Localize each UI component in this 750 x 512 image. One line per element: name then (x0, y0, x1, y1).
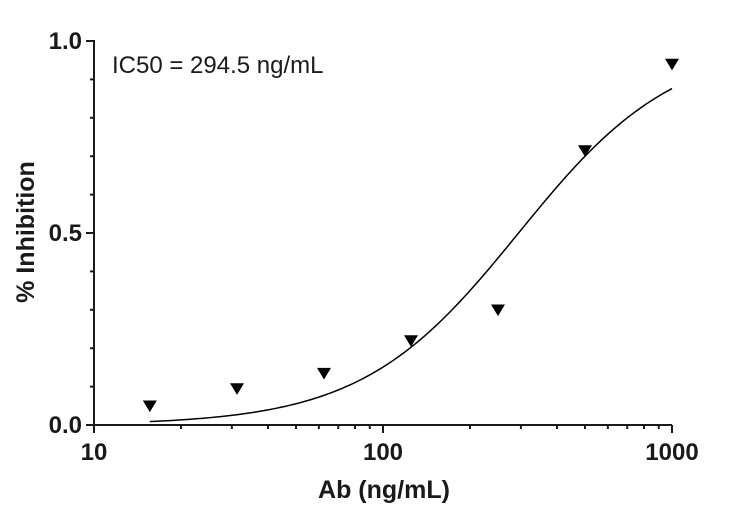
data-point (578, 145, 592, 157)
x-tick-label: 100 (363, 439, 403, 466)
data-point (230, 383, 245, 395)
x-tick-label: 10 (81, 439, 108, 466)
y-tick-label: 0.5 (49, 220, 82, 247)
y-ticks: 0.0 0.5 1.0 (49, 28, 94, 439)
y-tick-label: 0.0 (49, 412, 82, 439)
data-point (317, 367, 332, 380)
y-axis-title: % Inhibition (12, 161, 40, 303)
fit-curve (149, 87, 673, 423)
data-point (404, 335, 419, 347)
x-tick-label: 1000 (645, 439, 698, 466)
ic50-annotation: IC50 = 294.5 ng/mL (112, 52, 323, 79)
data-point (142, 400, 157, 413)
data-points (142, 58, 679, 413)
data-point (491, 304, 505, 317)
data-point (665, 58, 679, 71)
x-axis-title: Ab (ng/mL) (318, 476, 450, 504)
x-ticks: 10 100 1000 (81, 425, 699, 466)
y-tick-label: 1.0 (49, 28, 82, 55)
